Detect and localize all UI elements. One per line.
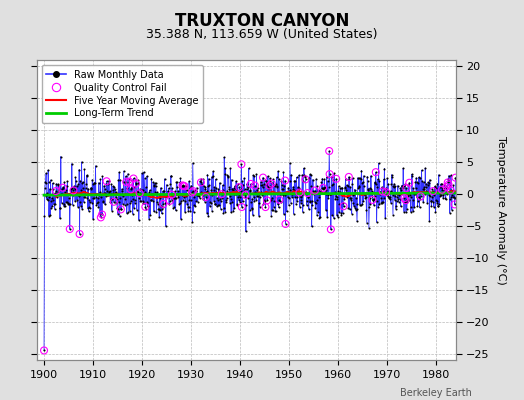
- Point: [438, 186, 446, 193]
- Point: [451, 201, 459, 208]
- Point: [132, 180, 140, 187]
- Point: [345, 174, 353, 180]
- Point: [401, 197, 410, 204]
- Point: [301, 176, 310, 182]
- Point: [180, 183, 189, 190]
- Point: [135, 190, 144, 196]
- Point: [402, 185, 411, 191]
- Point: [446, 187, 455, 194]
- Point: [96, 214, 105, 220]
- Point: [263, 197, 271, 204]
- Point: [368, 197, 377, 203]
- Point: [267, 180, 276, 187]
- Point: [451, 174, 460, 181]
- Point: [443, 179, 452, 186]
- Text: TRUXTON CANYON: TRUXTON CANYON: [175, 12, 349, 30]
- Point: [52, 188, 60, 194]
- Point: [382, 189, 390, 195]
- Point: [405, 180, 413, 186]
- Point: [325, 171, 334, 177]
- Point: [110, 198, 118, 205]
- Point: [275, 196, 283, 203]
- Point: [442, 184, 451, 190]
- Point: [217, 191, 226, 198]
- Point: [429, 188, 437, 194]
- Point: [69, 187, 78, 194]
- Point: [75, 231, 84, 237]
- Point: [166, 198, 174, 204]
- Point: [66, 226, 74, 232]
- Point: [237, 161, 246, 168]
- Legend: Raw Monthly Data, Quality Control Fail, Five Year Moving Average, Long-Term Tren: Raw Monthly Data, Quality Control Fail, …: [41, 65, 203, 123]
- Text: 35.388 N, 113.659 W (United States): 35.388 N, 113.659 W (United States): [146, 28, 378, 41]
- Point: [141, 204, 149, 210]
- Point: [178, 182, 187, 189]
- Point: [265, 182, 274, 189]
- Point: [311, 187, 319, 194]
- Point: [180, 183, 188, 189]
- Point: [237, 204, 246, 210]
- Point: [188, 189, 196, 196]
- Point: [372, 169, 380, 175]
- Point: [159, 201, 168, 207]
- Point: [417, 193, 425, 200]
- Y-axis label: Temperature Anomaly (°C): Temperature Anomaly (°C): [496, 136, 507, 284]
- Text: Berkeley Earth: Berkeley Earth: [400, 388, 472, 398]
- Point: [319, 185, 328, 191]
- Point: [444, 181, 453, 188]
- Point: [189, 188, 198, 194]
- Point: [126, 186, 135, 192]
- Point: [281, 221, 290, 227]
- Point: [40, 347, 48, 354]
- Point: [98, 211, 106, 218]
- Point: [326, 226, 335, 232]
- Point: [117, 206, 125, 212]
- Point: [325, 148, 333, 154]
- Point: [295, 189, 303, 196]
- Point: [281, 177, 289, 184]
- Point: [235, 184, 244, 190]
- Point: [303, 190, 312, 196]
- Point: [125, 178, 134, 185]
- Point: [340, 203, 348, 210]
- Point: [250, 182, 259, 189]
- Point: [261, 204, 270, 210]
- Point: [202, 194, 210, 200]
- Point: [196, 179, 205, 186]
- Point: [259, 174, 267, 181]
- Point: [400, 195, 409, 201]
- Point: [102, 178, 111, 184]
- Point: [378, 188, 387, 195]
- Point: [122, 179, 130, 185]
- Point: [241, 192, 249, 198]
- Point: [129, 175, 138, 182]
- Point: [247, 181, 255, 187]
- Point: [59, 184, 67, 191]
- Point: [332, 176, 341, 182]
- Point: [168, 192, 176, 198]
